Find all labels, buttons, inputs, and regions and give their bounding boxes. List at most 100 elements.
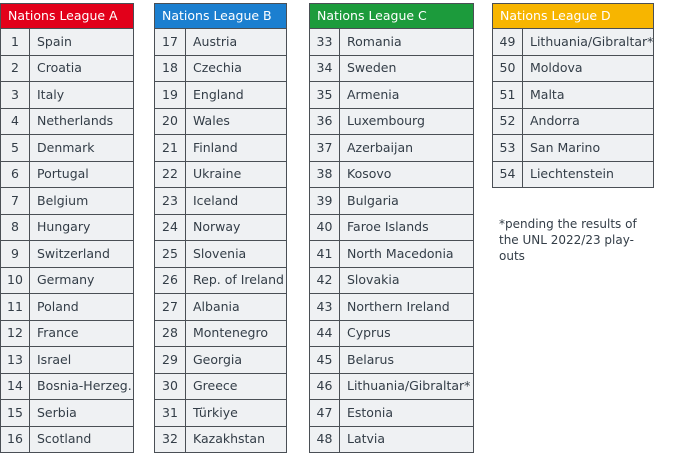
rank-cell: 21 [154,134,186,162]
table-row: 23 Iceland [154,187,287,215]
rank-cell: 46 [309,372,340,400]
rank-cell: 14 [0,372,30,400]
country-cell: Faroe Islands [339,213,474,241]
table-row: 15 Serbia [0,399,134,427]
country-cell: Montenegro [185,319,287,347]
rank-cell: 50 [492,54,523,82]
country-cell: Kosovo [339,160,474,188]
table-row: 17 Austria [154,28,287,56]
table-row: 38 Kosovo [309,160,474,188]
table-row: 25 Slovenia [154,240,287,268]
country-cell: Hungary [29,213,134,241]
table-row: 3 Italy [0,81,134,109]
rank-cell: 33 [309,28,340,56]
country-cell: Slovakia [339,266,474,294]
pending-footnote: *pending the results of the UNL 2022/23 … [499,217,637,263]
rank-cell: 16 [0,425,30,453]
country-cell: Latvia [339,425,474,453]
league-d-header: Nations League D [491,3,655,29]
table-row: 37 Azerbaijan [309,134,474,162]
table-row: 35 Armenia [309,81,474,109]
table-row: 1 Spain [0,28,134,56]
rank-cell: 38 [309,160,340,188]
rank-cell: 3 [0,81,30,109]
country-cell: England [185,81,287,109]
table-row: 48 Latvia [309,425,474,453]
table-row: 29 Georgia [154,346,287,374]
rank-cell: 19 [154,81,186,109]
country-cell: Ukraine [185,160,287,188]
table-row: 18 Czechia [154,54,287,82]
country-cell: Spain [29,28,134,56]
rank-cell: 26 [154,266,186,294]
table-row: 22 Ukraine [154,160,287,188]
country-cell: Netherlands [29,107,134,135]
rank-cell: 10 [0,266,30,294]
country-cell: Italy [29,81,134,109]
rank-cell: 44 [309,319,340,347]
table-row: 32 Kazakhstan [154,425,287,453]
rank-cell: 49 [492,28,523,56]
rank-cell: 2 [0,54,30,82]
rank-cell: 4 [0,107,30,135]
league-b-header: Nations League B [154,3,287,29]
country-cell: Scotland [29,425,134,453]
country-cell: North Macedonia [339,240,474,268]
country-cell: Lithuania/Gibraltar* [521,28,655,56]
league-a-header: Nations League A [0,3,134,29]
table-row: 5 Denmark [0,134,134,162]
rank-cell: 5 [0,134,30,162]
rank-cell: 11 [0,293,30,321]
country-cell: Czechia [185,54,287,82]
table-row: 8 Hungary [0,213,134,241]
rank-cell: 36 [309,107,340,135]
rank-cell: 52 [492,107,523,135]
country-cell: Malta [521,81,655,109]
rank-cell: 6 [0,160,30,188]
table-row: 10 Germany [0,266,134,294]
country-cell: Israel [29,346,134,374]
table-row: 7 Belgium [0,187,134,215]
table-row: 26 Rep. of Ireland [154,266,287,294]
country-cell: Rep. of Ireland [185,266,287,294]
rank-cell: 41 [309,240,340,268]
table-row: 36 Luxembourg [309,107,474,135]
table-row: 4 Netherlands [0,107,134,135]
table-row: 2 Croatia [0,54,134,82]
rank-cell: 37 [309,134,340,162]
country-cell: Greece [185,372,287,400]
table-row: 52 Andorra [492,107,655,135]
country-cell: Sweden [339,54,474,82]
rank-cell: 27 [154,293,186,321]
rank-cell: 42 [309,266,340,294]
rank-cell: 12 [0,319,30,347]
table-row: 24 Norway [154,213,287,241]
country-cell: Belarus [339,346,474,374]
table-row: 16 Scotland [0,425,134,453]
table-row: 12 France [0,319,134,347]
rank-cell: 22 [154,160,186,188]
rank-cell: 43 [309,293,340,321]
country-cell: Cyprus [339,319,474,347]
country-cell: Austria [185,28,287,56]
rank-cell: 15 [0,399,30,427]
table-row: 53 San Marino [492,134,655,162]
table-row: 31 Türkiye [154,399,287,427]
rank-cell: 28 [154,319,186,347]
rank-cell: 54 [492,160,523,188]
table-row: 54 Liechtenstein [492,160,655,188]
table-row: 9 Switzerland [0,240,134,268]
table-row: 40 Faroe Islands [309,213,474,241]
country-cell: Luxembourg [339,107,474,135]
table-row: 50 Moldova [492,54,655,82]
rank-cell: 7 [0,187,30,215]
rank-cell: 25 [154,240,186,268]
league-a-table: Nations League A 1 Spain 2 Croatia 3 Italy 4 Ne… [0,3,134,453]
rank-cell: 45 [309,346,340,374]
rank-cell: 51 [492,81,523,109]
table-row: 11 Poland [0,293,134,321]
league-b-table: Nations League B 17 Austria 18 Czechia 19 Eng… [154,3,287,453]
rank-cell: 35 [309,81,340,109]
country-cell: Denmark [29,134,134,162]
rank-cell: 20 [154,107,186,135]
